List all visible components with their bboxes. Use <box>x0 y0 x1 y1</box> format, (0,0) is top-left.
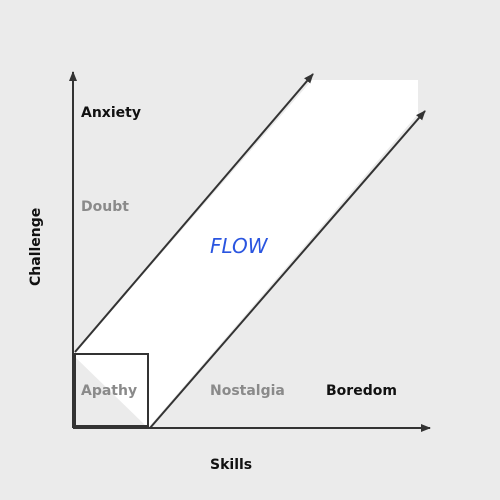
label-doubt: Doubt <box>81 199 129 215</box>
label-flow: FLOW <box>210 234 268 258</box>
flow-channel <box>73 80 418 428</box>
label-nostalgia: Nostalgia <box>210 383 285 399</box>
flow-lower-boundary <box>149 110 426 429</box>
label-apathy: Apathy <box>81 383 138 399</box>
apathy-box <box>74 353 149 427</box>
x-axis-label: Skills <box>210 457 253 473</box>
flow-upper-boundary <box>74 73 314 353</box>
label-boredom: Boredom <box>326 383 397 399</box>
y-axis-label: Challenge <box>28 207 44 286</box>
label-anxiety: Anxiety <box>81 105 141 121</box>
